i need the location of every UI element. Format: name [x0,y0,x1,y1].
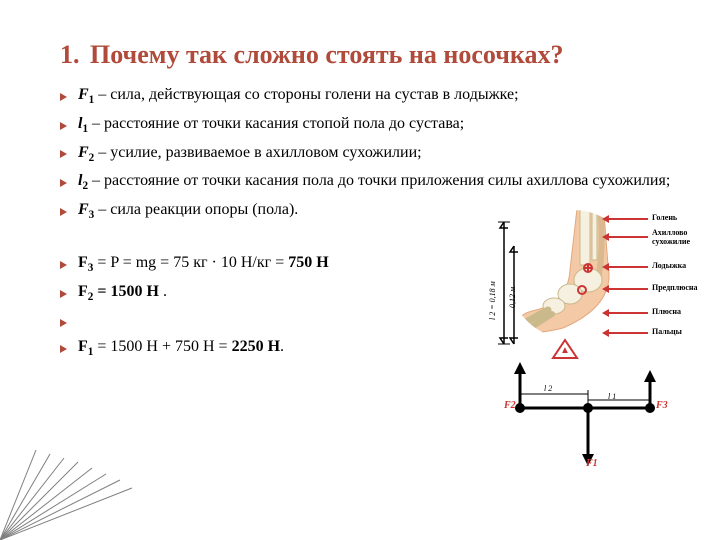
svg-text:▲: ▲ [560,345,570,356]
anatomy-label: Пальцы [652,328,682,336]
force-f1: F1 [586,458,598,469]
pointer-arrow [608,266,648,268]
fulcrum-icon: ▲ [550,338,580,360]
definition-item: F2 – усилие, развиваемое в ахилловом сух… [60,142,700,167]
force-f2: F2 [504,400,516,411]
pointer-arrow [608,236,648,238]
definition-item: F1 – сила, действующая со стороны голени… [60,84,700,109]
pointer-arrow [608,312,648,314]
definition-item: l1 – расстояние от точки касания стопой … [60,113,700,138]
anatomy-label: Голень [652,214,677,222]
lever-l2: l 2 [544,384,552,393]
pointer-arrow [608,332,648,334]
lever-l1: l 1 [608,392,616,401]
title-text: Почему так сложно стоять на носочках? [90,40,563,69]
anatomy-label: сухожилие [652,238,690,246]
anatomy-label: Плюсна [652,308,681,316]
definition-item: l2 – расстояние от точки касания пола до… [60,170,700,195]
dim-l1-text: 0,12 м [508,287,517,308]
slide-title: 1. Почему так сложно стоять на носочках? [60,40,700,70]
corner-decoration [0,450,140,540]
anatomy-label: Предплюсна [652,284,698,292]
pointer-arrow [608,218,648,220]
foot-diagram: l 2 = 0,18 м 0,12 м ГоленьАхилловосухожи… [490,200,700,490]
force-f3: F3 [656,400,668,411]
foot-svg [508,210,638,340]
anatomy-label: Лодыжка [652,262,686,270]
dim-l2-text: l 2 = 0,18 м [488,281,497,320]
pointer-arrow [608,288,648,290]
title-number: 1. [60,40,84,69]
